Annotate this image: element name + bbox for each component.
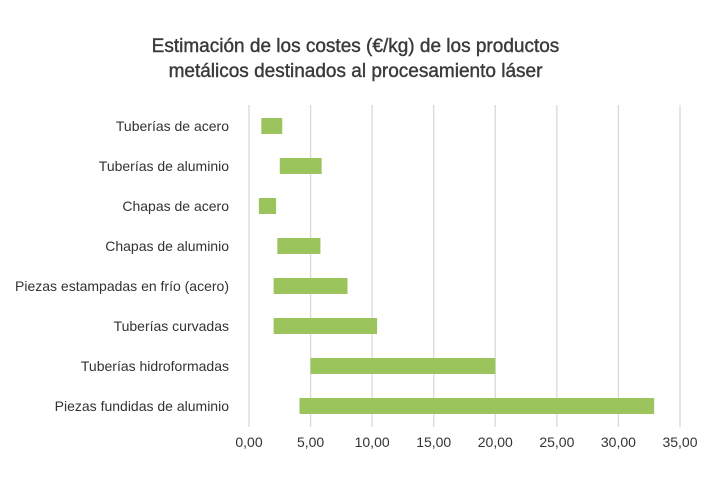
bar bbox=[299, 398, 655, 414]
x-tick-label: 25,00 bbox=[539, 434, 574, 450]
x-tick-labels: 0,00 5,00 10,00 15,00 20,00 25,00 30,00 35,00 bbox=[235, 434, 697, 450]
x-tick-label: 15,00 bbox=[416, 434, 451, 450]
bar bbox=[310, 358, 496, 374]
x-tick-label: 0,00 bbox=[235, 434, 262, 450]
category-label: Piezas estampadas en frío (acero) bbox=[15, 278, 229, 294]
x-tick-label: 5,00 bbox=[297, 434, 324, 450]
category-label: Chapas de acero bbox=[122, 198, 229, 214]
category-labels: Tuberías de acero Tuberías de aluminio Cha… bbox=[15, 118, 229, 414]
x-tick-label: 20,00 bbox=[478, 434, 513, 450]
category-label: Tuberías de acero bbox=[116, 118, 229, 134]
bar bbox=[279, 158, 322, 174]
bar bbox=[258, 198, 277, 214]
bar bbox=[261, 118, 283, 134]
bar bbox=[273, 278, 348, 294]
gridlines bbox=[248, 105, 681, 427]
bar bbox=[277, 238, 321, 254]
chart-title-line-1: Estimación de los costes (€/kg) de los p… bbox=[151, 36, 560, 57]
bar bbox=[273, 318, 378, 334]
category-label: Piezas fundidas de aluminio bbox=[55, 398, 230, 414]
category-label: Chapas de aluminio bbox=[105, 238, 229, 254]
chart-title: Estimación de los costes (€/kg) de los p… bbox=[0, 34, 711, 84]
bars bbox=[258, 118, 655, 414]
x-tick-label: 35,00 bbox=[662, 434, 697, 450]
category-label: Tuberías hidroformadas bbox=[81, 358, 229, 374]
x-tick-label: 10,00 bbox=[355, 434, 390, 450]
chart-title-line-2: metálicos destinados al procesamiento lá… bbox=[168, 61, 543, 82]
category-label: Tuberías de aluminio bbox=[99, 158, 229, 174]
x-tick-label: 30,00 bbox=[601, 434, 636, 450]
category-label: Tuberías curvadas bbox=[114, 318, 229, 334]
